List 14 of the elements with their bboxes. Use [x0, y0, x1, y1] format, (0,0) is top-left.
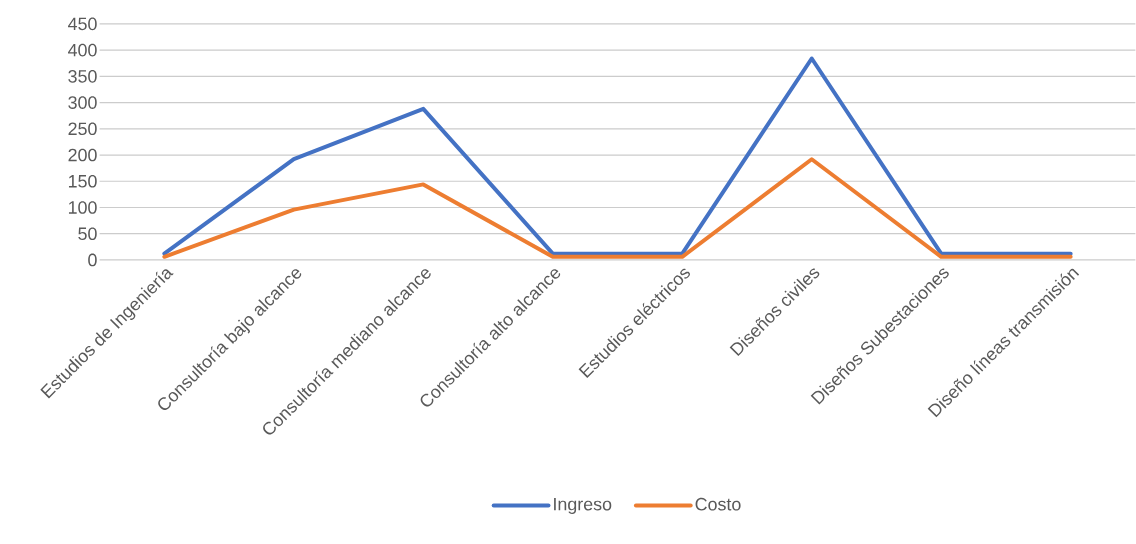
line-series	[162, 157, 1073, 259]
y-tick-label: 200	[68, 148, 97, 162]
y-tick-label: 100	[68, 201, 97, 214]
y-tick-label: 0	[88, 253, 97, 267]
legend-label: Costo	[695, 497, 741, 511]
y-tick-label: 400	[68, 43, 97, 57]
y-tick-label: 250	[68, 122, 97, 136]
legend-label: Ingreso	[554, 498, 612, 515]
y-tick-label: 150	[68, 175, 97, 188]
y-tick-label: 300	[68, 96, 97, 109]
y-tick-label: 450	[68, 17, 97, 31]
y-tick-label: 50	[78, 227, 97, 241]
line-series	[162, 56, 1073, 256]
y-tick-label: 350	[68, 70, 97, 83]
